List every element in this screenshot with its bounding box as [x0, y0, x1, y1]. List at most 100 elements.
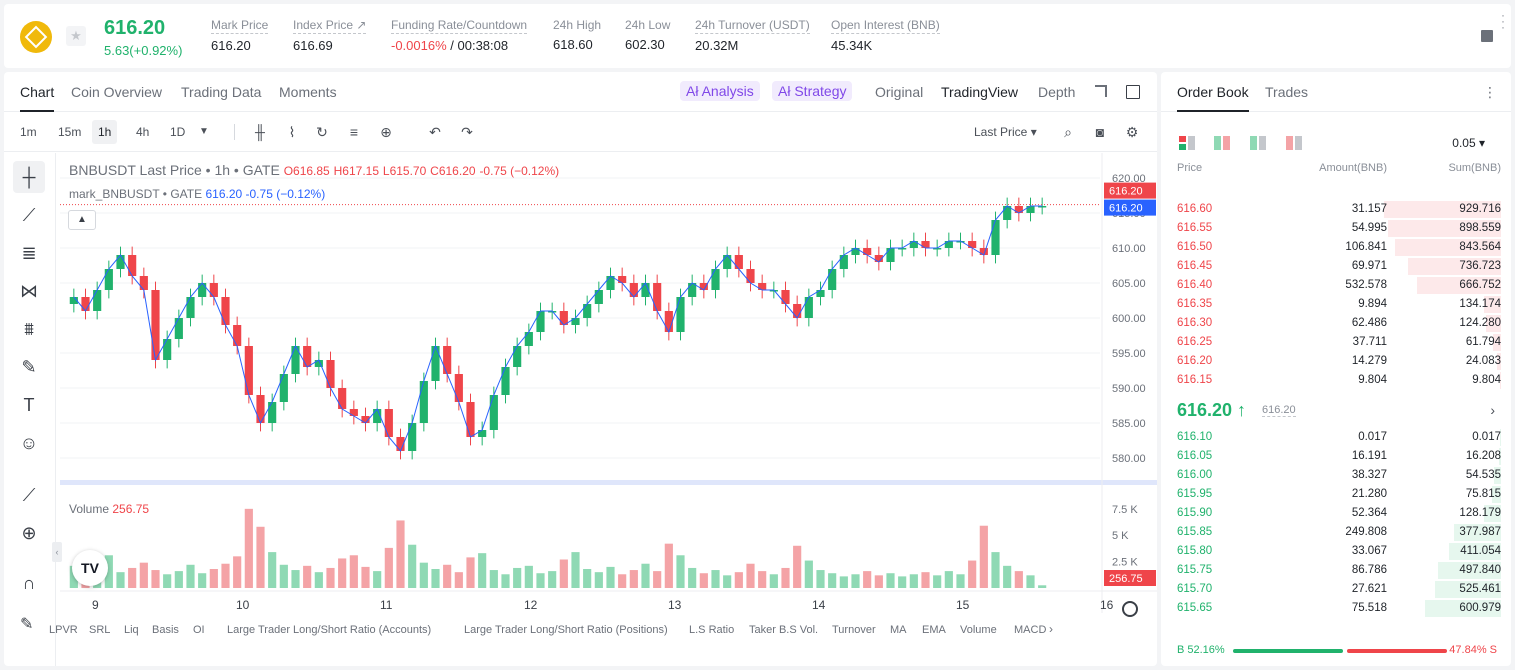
precision-select[interactable]: 0.05 ▾	[1452, 136, 1485, 150]
collapse-legend-button[interactable]: ▲	[68, 210, 96, 230]
tab-trading-data[interactable]: Trading Data	[181, 84, 262, 100]
timeframe-1m[interactable]: 1m	[20, 125, 37, 139]
book-both-icon[interactable]	[1179, 136, 1195, 150]
indicator-0[interactable]: LPVR	[49, 624, 78, 636]
trend-line-icon[interactable]: ⟋	[22, 205, 36, 225]
stat-24h-turnover[interactable]: 24h Turnover (USDT) 20.32M	[695, 18, 810, 53]
indicator-2[interactable]: Liq	[124, 624, 139, 636]
indicator-8[interactable]: Taker B.S Vol.	[749, 624, 819, 636]
bid-row[interactable]: 615.90 52.364 128.179	[1161, 504, 1511, 523]
chevron-down-icon[interactable]: ▼	[199, 126, 209, 137]
gear-icon[interactable]: ⚙	[1125, 124, 1139, 140]
favorite-star-icon[interactable]: ★	[66, 26, 86, 46]
tab-trades[interactable]: Trades	[1265, 84, 1309, 100]
maximize-icon[interactable]	[1126, 85, 1140, 99]
stat-index-price[interactable]: Index Price ↗ 616.69	[293, 18, 367, 53]
bid-row[interactable]: 616.00 38.327 54.535	[1161, 466, 1511, 485]
text-icon[interactable]: T	[23, 395, 35, 415]
bid-row[interactable]: 616.05 16.191 16.208	[1161, 447, 1511, 466]
bid-row[interactable]: 615.85 249.808 377.987	[1161, 523, 1511, 542]
indicator-6[interactable]: Large Trader Long/Short Ratio (Positions…	[464, 624, 668, 636]
indicator-11[interactable]: EMA	[922, 624, 946, 636]
book-bids-icon[interactable]	[1250, 136, 1266, 150]
indicators-icon[interactable]: ⌇	[288, 124, 296, 140]
ask-row[interactable]: 616.60 31.157 929.716	[1161, 200, 1511, 219]
indicator-13[interactable]: MACD	[1014, 624, 1047, 636]
redo-icon[interactable]: ↷	[461, 124, 473, 140]
search-icon[interactable]: ⌕	[1064, 124, 1072, 140]
ask-row[interactable]: 616.35 9.894 134.174	[1161, 295, 1511, 314]
book-split-icon[interactable]	[1214, 136, 1230, 150]
view-depth[interactable]: Depth	[1038, 84, 1076, 100]
stat-open-interest[interactable]: Open Interest (BNB) 45.34K	[831, 18, 940, 53]
pencil-icon[interactable]: ✎	[20, 616, 34, 633]
stat-mark-price[interactable]: Mark Price 616.20	[211, 18, 269, 53]
ask-row[interactable]: 616.15 9.804 9.804	[1161, 371, 1511, 390]
scroll-left-icon[interactable]: ‹	[52, 542, 62, 562]
chevron-right-icon[interactable]: ›	[1049, 622, 1053, 636]
tab-chart[interactable]: Chart	[20, 84, 55, 112]
ask-row[interactable]: 616.45 69.971 736.723	[1161, 257, 1511, 276]
price-type-select[interactable]: Last Price ▾	[974, 125, 1037, 139]
view-original[interactable]: Original	[875, 84, 924, 100]
bid-row[interactable]: 615.80 33.067 411.054	[1161, 542, 1511, 561]
bid-row[interactable]: 615.65 75.518 600.979	[1161, 599, 1511, 618]
countdown-value: / 00:38:08	[446, 38, 509, 53]
more-icon[interactable]: ⋮	[1483, 84, 1497, 100]
bid-row[interactable]: 616.10 0.017 0.017	[1161, 428, 1511, 447]
add-alert-icon[interactable]: ⊕	[380, 124, 392, 140]
tab-moments[interactable]: Moments	[279, 84, 337, 100]
ask-row[interactable]: 616.25 37.711 61.794	[1161, 333, 1511, 352]
bid-row[interactable]: 615.95 21.280 75.815	[1161, 485, 1511, 504]
ask-row[interactable]: 616.50 106.841 843.564	[1161, 238, 1511, 257]
undo-icon[interactable]: ↶	[429, 124, 441, 140]
view-tradingview[interactable]: TradingView	[941, 84, 1019, 100]
magnet-icon[interactable]: ∩	[22, 573, 36, 593]
expand-icon[interactable]	[1095, 85, 1107, 97]
indicator-3[interactable]: Basis	[152, 624, 179, 636]
chevron-right-icon[interactable]: ›	[1490, 402, 1495, 418]
pattern-icon[interactable]: ⋈	[20, 281, 38, 301]
chart-settings-icon[interactable]	[1122, 601, 1138, 617]
emoji-icon[interactable]: ☺	[19, 433, 39, 453]
ask-row[interactable]: 616.20 14.279 24.083	[1161, 352, 1511, 371]
indicator-12[interactable]: Volume	[960, 624, 997, 636]
book-icon[interactable]	[1481, 30, 1493, 42]
book-asks-icon[interactable]	[1286, 136, 1302, 150]
ruler-icon[interactable]: ⟋	[22, 485, 36, 505]
gann-icon[interactable]: ⩩	[24, 319, 34, 339]
camera-icon[interactable]: ◙	[1095, 124, 1105, 140]
brush-icon[interactable]: ✎	[21, 357, 37, 377]
ask-row[interactable]: 616.55 54.995 898.559	[1161, 219, 1511, 238]
templates-icon[interactable]: ≡	[349, 124, 359, 140]
timeframe-15m[interactable]: 15m	[58, 125, 82, 139]
zoom-in-icon[interactable]: ⊕	[21, 523, 37, 543]
indicator-4[interactable]: OI	[193, 624, 205, 636]
ask-row[interactable]: 616.40 532.578 666.752	[1161, 276, 1511, 295]
indicator-9[interactable]: Turnover	[832, 624, 876, 636]
timeframe-1d[interactable]: 1D	[170, 125, 186, 139]
ask-row[interactable]: 616.30 62.486 124.280	[1161, 314, 1511, 333]
tab-coin-overview[interactable]: Coin Overview	[71, 84, 163, 100]
more-icon[interactable]: · · ·	[1501, 8, 1505, 34]
timeframe-4h[interactable]: 4h	[136, 125, 150, 139]
stat-funding-rate[interactable]: Funding Rate/Countdown -0.0016% / 00:38:…	[391, 18, 528, 53]
timeframe-1h[interactable]: 1h	[92, 120, 118, 144]
chart-legend-mark: mark_BNBUSDT • GATE 616.20 -0.75 (−0.12%…	[69, 187, 325, 201]
indicator-1[interactable]: SRL	[89, 624, 111, 636]
analysis-button[interactable]: Ał Analysis	[680, 81, 760, 101]
indicator-7[interactable]: L.S Ratio	[689, 624, 735, 636]
volume-bar	[991, 552, 1000, 588]
strategy-button[interactable]: Ał Strategy	[772, 81, 853, 101]
price-chart[interactable]: 620.00615.00610.00605.00600.00595.00590.…	[60, 153, 1157, 623]
fib-icon[interactable]: ≣	[21, 243, 37, 263]
candle-type-icon[interactable]: ╫	[255, 124, 265, 140]
bid-row[interactable]: 615.75 86.786 497.840	[1161, 561, 1511, 580]
indicator-10[interactable]: MA	[890, 624, 907, 636]
tab-order-book[interactable]: Order Book	[1177, 84, 1249, 112]
crosshair-icon[interactable]: ┼	[13, 161, 45, 193]
replay-icon[interactable]: ↻	[316, 124, 328, 140]
bid-row[interactable]: 615.70 27.621 525.461	[1161, 580, 1511, 599]
price-axis-tick: 600.00	[1112, 313, 1146, 325]
indicator-5[interactable]: Large Trader Long/Short Ratio (Accounts)	[227, 624, 432, 636]
